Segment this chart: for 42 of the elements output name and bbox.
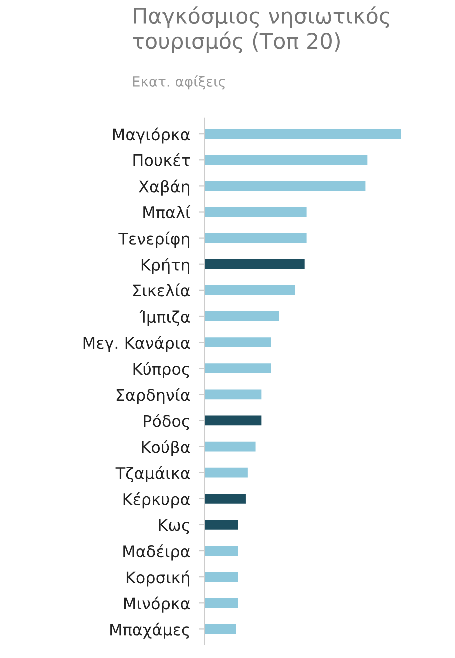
- y-tick-label: Σαρδηνία: [116, 388, 190, 404]
- y-tick-label: Ρόδος: [144, 414, 190, 430]
- y-tick-label: Κως: [159, 519, 190, 534]
- bar: [204, 233, 307, 244]
- bar: [204, 468, 248, 478]
- y-tick-label: Κύπρος: [134, 362, 190, 378]
- y-tick-label: Τενερίφη: [118, 232, 190, 248]
- bar: [204, 442, 256, 452]
- y-tick-label: Κρήτη: [142, 258, 190, 274]
- bar: [204, 416, 262, 426]
- bar: [204, 129, 402, 140]
- y-tick-label: Σικελία: [133, 284, 190, 297]
- y-tick-label: Μπαχάμες: [110, 622, 190, 639]
- y-tick-label: Μινόρκα: [124, 596, 190, 613]
- bar: [204, 338, 272, 348]
- bar: [204, 364, 272, 374]
- chart-title: Παγκόσμιος νησιωτικός τουρισμός (Τοπ 20): [133, 6, 390, 54]
- bar: [204, 546, 238, 556]
- bar: [204, 155, 368, 166]
- bar: [204, 207, 307, 218]
- bar: [204, 520, 238, 530]
- bar: [204, 181, 366, 192]
- y-tick-label: Ίμπιζα: [140, 310, 190, 326]
- y-tick-label: Χαβάη: [139, 180, 190, 196]
- y-tick-label: Μαδέιρα: [124, 544, 190, 561]
- y-tick-label: Μεγ. Κανάρια: [84, 336, 190, 352]
- bar: [204, 390, 262, 400]
- bar: [204, 259, 305, 270]
- y-tick-label: Κέρκυρα: [124, 492, 190, 509]
- bar: [204, 624, 236, 634]
- y-tick-label: Κορσική: [126, 570, 190, 587]
- y-tick-label: Μπαλί: [144, 206, 191, 219]
- y-tick-label: Κούβα: [142, 440, 190, 456]
- chart-subtitle: Εκατ. αφίξεις: [133, 76, 225, 90]
- bar: [204, 285, 296, 296]
- bar: [204, 572, 238, 582]
- y-tick-label: Μαγιόρκα: [113, 128, 190, 144]
- y-tick-label: Τζαμάικα: [116, 466, 190, 483]
- bar: [204, 494, 246, 504]
- bar: [204, 598, 238, 608]
- bar: [204, 312, 280, 322]
- y-tick-label: Πουκέτ: [134, 153, 190, 166]
